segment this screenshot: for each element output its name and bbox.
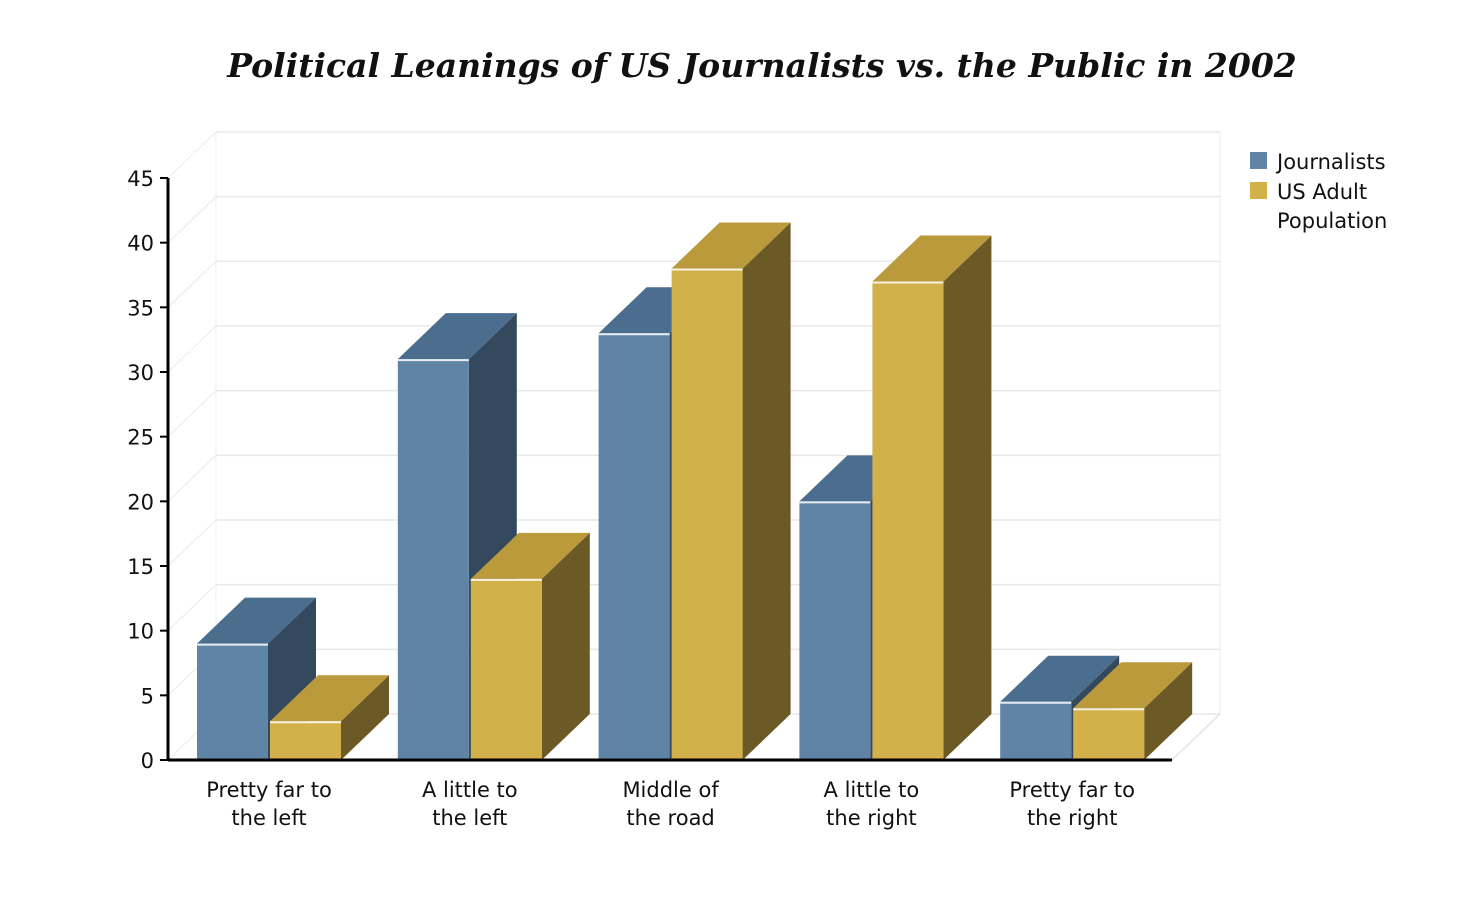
y-tick-label: 35 <box>127 296 154 320</box>
x-category-label: the road <box>626 806 714 830</box>
x-category-label: the left <box>231 806 306 830</box>
bar-side <box>943 235 992 760</box>
bar-side <box>1144 662 1193 760</box>
bar-front <box>872 281 944 760</box>
gridline-depth <box>167 325 217 373</box>
legend-swatch <box>1250 152 1267 169</box>
bar-us-adult-population <box>270 675 389 760</box>
bar-top <box>470 532 590 579</box>
x-category-label: the left <box>432 806 507 830</box>
gridline-depth <box>167 131 217 179</box>
bar-side <box>742 222 791 761</box>
bar-us-adult-population <box>872 235 992 760</box>
gridline-depth <box>167 390 217 438</box>
x-category-label: A little to <box>422 778 518 802</box>
bar-side <box>541 532 590 760</box>
gridline-depth <box>167 519 217 567</box>
legend-swatch <box>1250 182 1267 199</box>
bar-front <box>671 268 743 760</box>
gridline-depth <box>167 260 217 308</box>
y-tick-label: 45 <box>127 167 154 191</box>
y-tick-label: 5 <box>141 684 154 708</box>
x-axis: Pretty far to the left A little to the left… <box>168 758 1172 830</box>
bar-front <box>197 643 268 760</box>
gridline-depth <box>167 584 217 632</box>
bar-front <box>598 333 670 760</box>
y-tick-label: 15 <box>127 555 154 579</box>
bar-front <box>799 501 871 760</box>
y-axis: 0 5 10 15 20 25 30 35 40 45 <box>127 167 170 773</box>
bar-front <box>1000 701 1072 760</box>
bars <box>197 222 1193 761</box>
floor-edge <box>1171 713 1221 761</box>
y-tick-label: 30 <box>127 361 154 385</box>
bar-side <box>341 675 389 760</box>
x-category-label: Middle of <box>622 778 719 802</box>
bar-top <box>671 222 791 269</box>
bar-front <box>1073 708 1145 760</box>
y-tick-label: 0 <box>141 749 154 773</box>
bar-us-adult-population <box>1073 662 1193 760</box>
bar-top <box>270 675 389 722</box>
legend-label: US Adult <box>1277 180 1367 204</box>
x-category-label: A little to <box>824 778 920 802</box>
gridline-depth <box>167 196 217 244</box>
bar-top <box>197 597 316 644</box>
bar-front <box>270 721 341 760</box>
bar-front <box>397 359 469 760</box>
gridline-depth <box>167 454 217 502</box>
bar-us-adult-population <box>470 532 590 760</box>
bar-top <box>1000 655 1120 702</box>
x-category-label: Pretty far to <box>1009 778 1135 802</box>
bar-top <box>1073 662 1193 709</box>
y-tick-label: 10 <box>127 620 154 644</box>
y-tick-label: 20 <box>127 490 154 514</box>
x-category-label: Pretty far to <box>206 778 332 802</box>
bar-us-adult-population <box>671 222 791 761</box>
legend: Journalists US Adult Population <box>1250 150 1387 233</box>
legend-label: Population <box>1277 209 1387 233</box>
legend-label: Journalists <box>1275 150 1386 174</box>
bar-top <box>872 235 992 282</box>
bar-top <box>397 313 517 360</box>
chart-title: Political Leanings of US Journalists vs.… <box>226 46 1297 85</box>
y-tick-label: 40 <box>127 232 154 256</box>
y-tick-label: 25 <box>127 426 154 450</box>
x-category-label: the right <box>1027 806 1117 830</box>
bar-front <box>470 578 542 760</box>
x-category-label: the right <box>826 806 916 830</box>
